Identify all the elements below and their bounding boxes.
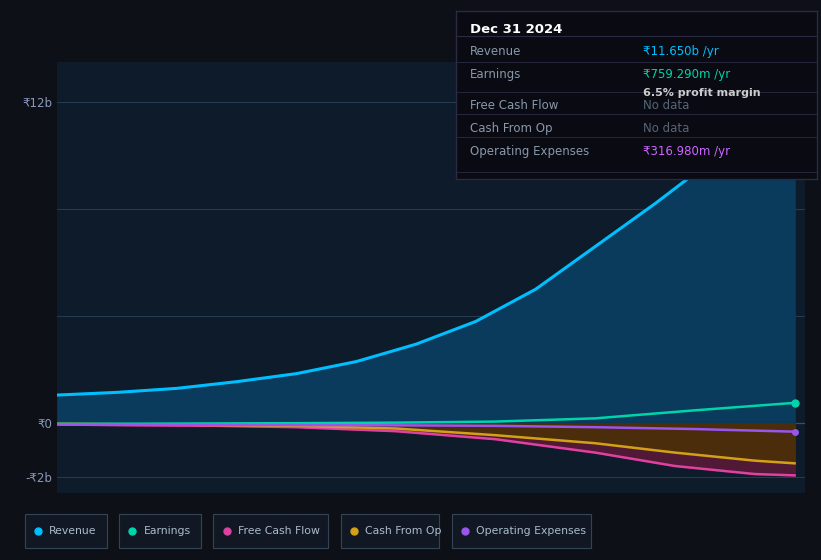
FancyBboxPatch shape: [213, 514, 328, 548]
Text: Cash From Op: Cash From Op: [470, 122, 553, 136]
Text: Operating Expenses: Operating Expenses: [476, 526, 586, 536]
FancyBboxPatch shape: [25, 514, 107, 548]
Text: ₹759.290m /yr: ₹759.290m /yr: [644, 68, 731, 81]
Text: No data: No data: [644, 99, 690, 112]
Text: ₹11.650b /yr: ₹11.650b /yr: [644, 45, 719, 58]
Text: Revenue: Revenue: [49, 526, 97, 536]
Text: No data: No data: [644, 122, 690, 136]
Text: Earnings: Earnings: [144, 526, 190, 536]
Text: Cash From Op: Cash From Op: [365, 526, 442, 536]
Text: Earnings: Earnings: [470, 68, 521, 81]
Text: Free Cash Flow: Free Cash Flow: [470, 99, 558, 112]
Text: 6.5% profit margin: 6.5% profit margin: [644, 88, 761, 97]
FancyBboxPatch shape: [452, 514, 591, 548]
Text: ₹316.980m /yr: ₹316.980m /yr: [644, 145, 731, 158]
FancyBboxPatch shape: [341, 514, 439, 548]
FancyBboxPatch shape: [119, 514, 201, 548]
Text: Dec 31 2024: Dec 31 2024: [470, 23, 562, 36]
Text: Revenue: Revenue: [470, 45, 521, 58]
Text: Operating Expenses: Operating Expenses: [470, 145, 589, 158]
Text: Free Cash Flow: Free Cash Flow: [238, 526, 320, 536]
